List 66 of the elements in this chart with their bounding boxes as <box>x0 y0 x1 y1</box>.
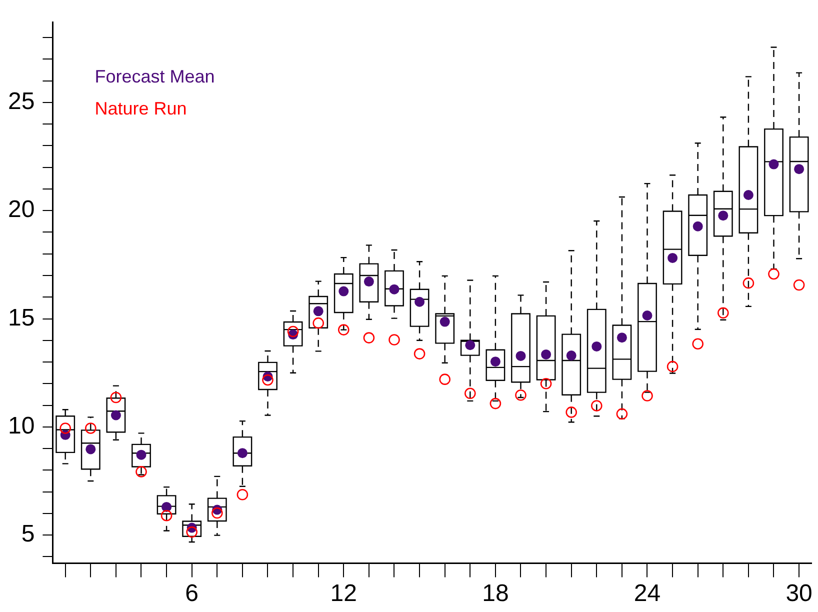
y-tick-label: 10 <box>8 412 35 440</box>
point <box>439 374 450 385</box>
point <box>389 284 400 294</box>
point <box>692 221 703 232</box>
point <box>236 488 248 500</box>
point <box>642 390 653 402</box>
point <box>743 190 754 200</box>
point <box>541 349 552 360</box>
y-tick-label: 5 <box>21 520 35 548</box>
point <box>110 410 121 420</box>
point <box>465 340 476 350</box>
point <box>364 276 374 287</box>
point <box>312 317 324 329</box>
point <box>591 400 602 412</box>
point <box>616 408 628 420</box>
point <box>237 448 248 458</box>
point <box>414 296 425 307</box>
point <box>516 350 526 361</box>
point <box>160 510 172 522</box>
y-tick-label: 25 <box>8 88 35 116</box>
text: Nature Run <box>94 98 187 118</box>
point <box>718 307 729 319</box>
point <box>793 279 805 291</box>
point <box>86 444 96 454</box>
point <box>136 466 147 478</box>
point <box>313 306 324 316</box>
point <box>692 338 704 350</box>
point <box>668 252 678 263</box>
point <box>540 378 552 390</box>
point <box>338 324 350 336</box>
point <box>262 374 274 386</box>
x-tick-label: 24 <box>634 580 661 608</box>
x-tick-label: 6 <box>185 580 199 608</box>
point <box>60 422 71 434</box>
point <box>616 332 627 343</box>
point <box>110 392 122 404</box>
point <box>666 360 678 372</box>
point <box>136 450 146 460</box>
point <box>186 526 198 538</box>
point <box>742 277 754 289</box>
point <box>566 406 577 418</box>
point <box>338 286 349 296</box>
point <box>287 326 299 338</box>
point <box>84 422 96 434</box>
point <box>794 164 804 174</box>
point <box>388 334 400 346</box>
x-tick-label: 12 <box>330 580 357 608</box>
point <box>363 332 375 344</box>
point <box>490 356 500 367</box>
point <box>718 210 728 221</box>
point <box>211 507 223 519</box>
point <box>768 159 779 170</box>
x-tick-label: 30 <box>786 580 812 608</box>
text: Forecast Mean <box>94 66 215 86</box>
point <box>464 388 476 400</box>
point <box>414 348 426 360</box>
y-tick-label: 15 <box>8 304 35 332</box>
y-tick-label: 20 <box>8 196 35 224</box>
point <box>592 341 602 352</box>
point <box>566 350 576 361</box>
point <box>642 310 652 321</box>
x-tick-label: 18 <box>482 580 509 608</box>
point <box>768 268 780 280</box>
point <box>490 398 502 410</box>
point <box>515 389 526 401</box>
point <box>440 316 450 327</box>
